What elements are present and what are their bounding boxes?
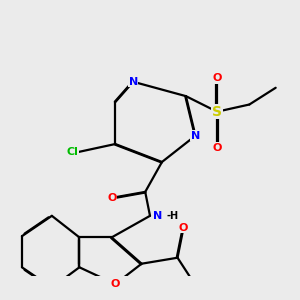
Text: O: O xyxy=(212,142,222,153)
Text: O: O xyxy=(212,73,222,83)
Text: O: O xyxy=(111,279,120,289)
Text: -H: -H xyxy=(166,211,178,221)
Text: Cl: Cl xyxy=(66,147,78,158)
Text: S: S xyxy=(212,105,222,119)
Text: N: N xyxy=(129,77,138,87)
Text: O: O xyxy=(179,223,188,233)
Text: N: N xyxy=(191,130,200,141)
Text: O: O xyxy=(107,193,116,203)
Text: N: N xyxy=(152,211,162,221)
